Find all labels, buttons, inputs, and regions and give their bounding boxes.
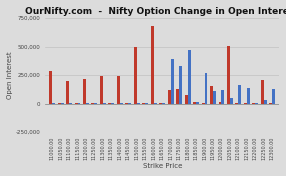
Bar [185, 95, 188, 103]
Title: OurNifty.com  -  Nifty Option Change in Open Interest: OurNifty.com - Nifty Option Change in Op… [25, 7, 286, 16]
Bar [49, 71, 52, 103]
Bar [272, 89, 275, 103]
Bar [213, 91, 216, 103]
Bar [204, 73, 208, 103]
Bar [176, 89, 179, 103]
Bar [117, 76, 120, 103]
Bar [66, 81, 69, 103]
Bar [188, 50, 190, 103]
Bar [247, 88, 250, 103]
Bar [230, 98, 233, 103]
Bar [193, 102, 196, 103]
Bar [179, 66, 182, 103]
Bar [210, 86, 213, 103]
Bar [151, 26, 154, 103]
Bar [196, 102, 199, 103]
Y-axis label: Open Interest: Open Interest [7, 51, 13, 99]
Bar [168, 90, 171, 103]
Bar [83, 79, 86, 103]
X-axis label: Strike Price: Strike Price [142, 163, 182, 169]
Bar [239, 85, 241, 103]
Bar [134, 47, 137, 103]
Bar [221, 90, 225, 103]
Bar [100, 76, 103, 103]
Bar [264, 100, 267, 103]
Bar [261, 80, 264, 103]
Bar [171, 59, 174, 103]
Bar [219, 102, 221, 103]
Bar [227, 46, 230, 103]
